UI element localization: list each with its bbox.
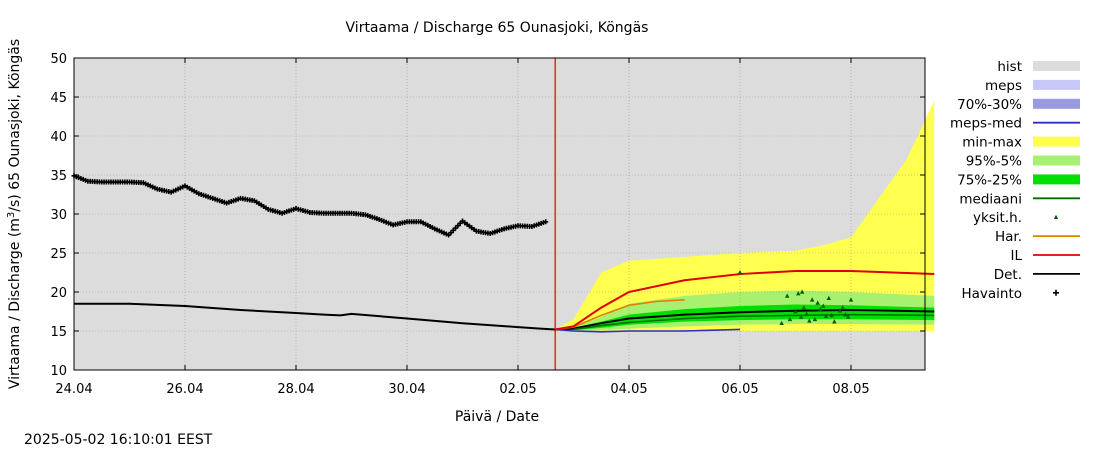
x-tick-label: 24.04 [55,382,92,397]
legend-label-havainto: Havainto [961,286,1022,302]
y-tick-label: 25 [50,247,67,262]
single-member-point [793,309,798,314]
chart-title: Virtaama / Discharge 65 Ounasjoki, Köngä… [346,20,649,36]
legend-label-75-25-: 75%-25% [957,172,1022,188]
legend-label-70-30-: 70%-30% [957,97,1022,113]
single-member-point [787,316,793,322]
legend-swatch-yksit-h- [1053,214,1059,219]
single-member-point [846,314,851,319]
single-member-point [843,312,848,317]
y-axis-label: Virtaama / Discharge (m3/s) 65 Ounasjoki… [6,39,24,389]
single-member-point [809,297,815,302]
y-tick-label: 30 [50,208,67,223]
single-member-point [796,291,801,296]
legend-label-har-: Har. [995,229,1022,245]
x-tick-label: 28.04 [277,382,314,397]
x-tick-label: 26.04 [166,382,203,397]
legend-label-il: IL [1010,248,1022,264]
y-tick-label: 10 [50,364,67,379]
legend-swatch-hist [1033,61,1080,71]
single-member-point [801,305,807,310]
legend-label-95-5-: 95%-5% [966,154,1022,170]
legend-label-mediaani: mediaani [959,191,1022,207]
legend-label-meps: meps [985,78,1022,94]
single-member-point [807,318,812,323]
legend-swatch-75-25- [1033,174,1080,185]
x-axis-label: Päivä / Date [455,409,539,425]
y-axis-ticks: 10 15 20 25 30 35 40 45 50 [50,52,925,379]
single-member-point [798,314,804,319]
single-member-point [821,303,826,308]
single-member-point [829,312,834,318]
single-member-point [812,316,818,322]
single-member-point [823,313,829,318]
single-member-point [848,297,854,302]
legend-label-meps-med: meps-med [950,116,1022,132]
x-tick-label: 06.05 [721,382,758,397]
legend-swatch-meps [1033,79,1080,90]
series-line-il [555,269,935,331]
x-axis-ticks: 24.04 26.04 28.04 30.04 02.05 04.05 06.05 08.05 [55,58,870,397]
x-tick-label: 02.05 [499,382,536,397]
legend-swatch-70-30- [1033,98,1080,109]
single-member-point [784,293,790,298]
x-tick-label: 04.05 [610,382,647,397]
series-lines [74,269,935,333]
band-min-max [555,100,935,332]
y-tick-label: 40 [50,130,67,145]
x-tick-label: 30.04 [388,382,425,397]
single-member-point [840,305,845,310]
x-tick-label: 08.05 [832,382,869,397]
single-member-point [799,289,805,294]
y-tick-label: 35 [50,169,67,184]
plot-area [71,57,935,371]
legend-label-hist: hist [997,59,1022,75]
series-line-mediaani [573,313,935,331]
legend-swatch-min-max [1033,136,1080,147]
single-member-point [779,320,784,325]
legend-swatch-havainto [1053,289,1059,296]
single-member-point [737,270,743,275]
series-line-meps-med [555,328,741,333]
legend-label-min-max: min-max [962,135,1022,151]
y-tick-label: 50 [50,52,67,67]
series-line-det- [74,302,935,331]
single-member-point [815,300,820,305]
legend-label-yksit-h-: yksit.h. [973,210,1022,226]
legend-swatch-95-5- [1033,155,1080,166]
single-member-points [737,270,854,325]
single-member-point [818,306,823,311]
y-tick-label: 45 [50,91,67,106]
single-member-point [832,319,837,324]
legend-label-det-: Det. [994,267,1022,283]
y-tick-label: 20 [50,286,67,301]
single-member-point [804,311,809,316]
single-member-point [826,295,831,301]
timestamp-footer: 2025-05-02 16:10:01 EEST [24,432,213,448]
single-member-point [837,308,843,313]
observation-point [543,219,549,225]
y-tick-label: 15 [50,325,67,340]
legend: hist meps 70%-30% meps-med min-max 95%-5% 75%-… [950,59,1080,302]
